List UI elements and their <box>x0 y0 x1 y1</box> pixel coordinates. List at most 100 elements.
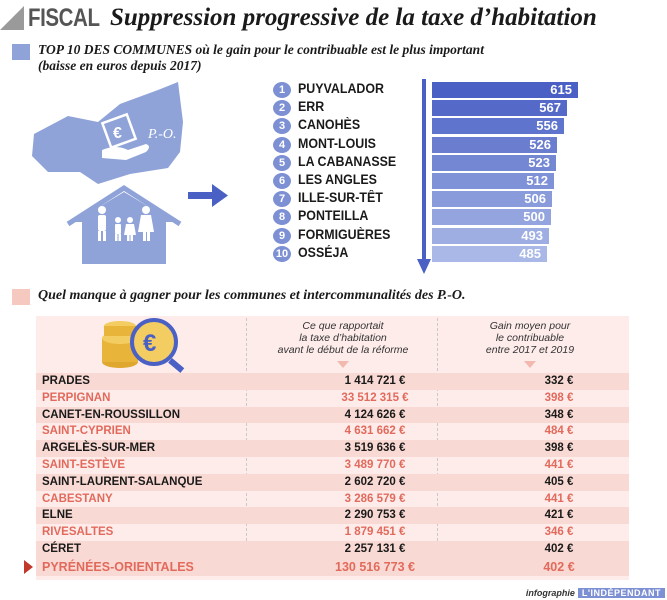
row-tax: 4 631 662 € <box>344 425 406 438</box>
chart-category-label: MONT-LOUIS <box>298 135 376 151</box>
col2-header-line2: le contribuable <box>495 332 565 344</box>
col2-header: Gain moyen pour le contribuable entre 20… <box>450 320 610 356</box>
row-name: SAINT-CYPRIEN <box>42 425 131 438</box>
rank-badge: 1 <box>273 82 291 98</box>
row-tax: 4 124 626 € <box>344 408 406 421</box>
row-tax: 33 512 315 € <box>341 391 409 404</box>
table-row: CANET-EN-ROUSSILLON 4 124 626 € 348 € <box>36 406 629 424</box>
chart-category-label: PONTEILLA <box>298 208 369 224</box>
row-tax: 3 519 636 € <box>344 442 406 455</box>
row-tax: 2 257 131 € <box>344 543 406 555</box>
chart-bar <box>432 209 551 226</box>
row-gain: 405 € <box>544 475 574 488</box>
total-marker-icon <box>24 560 33 574</box>
chart-bar <box>432 82 578 98</box>
svg-text:€: € <box>143 330 156 357</box>
row-tax: 3 286 579 € <box>344 492 406 505</box>
total-tax: 130 516 773 € <box>335 560 415 574</box>
section2-marker <box>12 289 30 305</box>
chart-data-label: 567 <box>539 100 561 116</box>
chart-category-label: LES ANGLES <box>298 172 377 187</box>
row-tax: 3 489 770 € <box>344 459 406 471</box>
total-name: PYRÉNÉES-ORIENTALES <box>42 560 194 574</box>
row-name: RIVESALTES <box>42 526 114 539</box>
table-row: CABESTANY 3 286 579 € 441 € <box>36 491 629 508</box>
table-total-row: PYRÉNÉES-ORIENTALES 130 516 773 € 402 € <box>36 558 629 576</box>
svg-text:€: € <box>113 125 122 142</box>
col2-header-line3: entre 2017 et 2019 <box>485 344 575 356</box>
row-name: ARGELÈS-SUR-MER <box>42 442 156 455</box>
page-title: Suppression progressive de la taxe d’hab… <box>110 4 597 31</box>
table-row: ARGELÈS-SUR-MER 3 519 636 € 398 € <box>36 440 629 457</box>
brand-logo: L'INDÉPENDANT <box>577 588 665 598</box>
map-label: P.-O. <box>147 127 177 142</box>
row-tax: 1 879 451 € <box>344 526 406 539</box>
row-gain: 348 € <box>544 408 574 421</box>
chart-data-label: 615 <box>550 82 572 97</box>
table-row: PRADES 1 414 721 € 332 € <box>36 373 629 390</box>
col1-header-line3: avant le début de la réforme <box>277 344 409 356</box>
row-gain: 402 € <box>544 543 574 555</box>
row-gain: 441 € <box>544 492 574 505</box>
row-gain: 332 € <box>544 375 574 387</box>
row-name: ELNE <box>42 509 73 522</box>
map-shape <box>32 82 183 184</box>
chart-bar <box>432 245 547 262</box>
col1-header: Ce que rapportait la taxe d’habitation a… <box>248 320 438 356</box>
row-tax: 1 414 721 € <box>344 375 406 387</box>
header: FISCAL Suppression progressive de la tax… <box>0 4 667 32</box>
rank-badge: 5 <box>273 154 291 171</box>
col1-header-line2: la taxe d’habitation <box>299 332 387 344</box>
section1-subtitle: (baisse en euros depuis 2017) <box>38 58 202 73</box>
chart-bar <box>432 173 554 189</box>
down-arrow-icon <box>417 259 431 274</box>
chart-bar <box>432 154 556 171</box>
chart-data-label: 526 <box>529 136 551 152</box>
chart-category-label: CANOHÈS <box>298 117 361 133</box>
row-gain: 484 € <box>544 425 574 438</box>
chart-data-label: 485 <box>519 245 541 261</box>
chart-bar <box>432 227 549 244</box>
row-name: PERPIGNAN <box>42 391 111 404</box>
coins-euro-icon: € <box>102 318 185 373</box>
col1-header-line1: Ce que rapportait <box>302 320 384 332</box>
table-row: SAINT-CYPRIEN 4 631 662 € 484 € <box>36 423 629 440</box>
rank-badge: 9 <box>273 227 291 244</box>
table-row: SAINT-LAURENT-SALANQUE 2 602 720 € 405 € <box>36 473 629 491</box>
rank-badge: 10 <box>273 245 291 262</box>
chart-data-label: 523 <box>528 154 550 170</box>
row-name: SAINT-LAURENT-SALANQUE <box>42 475 203 488</box>
total-gain: 402 € <box>543 560 575 574</box>
chart-data-label: 506 <box>524 191 546 207</box>
footer-credit: infographie L'INDÉPENDANT <box>526 588 665 598</box>
row-name: CANET-EN-ROUSSILLON <box>42 408 180 421</box>
row-gain: 346 € <box>544 526 574 539</box>
row-name: CABESTANY <box>42 492 113 505</box>
rank-badge: 8 <box>273 209 291 226</box>
chart-category-label: LA CABANASSE <box>298 153 397 169</box>
chart-bar <box>432 100 567 117</box>
table-row: ELNE 2 290 753 € 421 € <box>36 507 629 525</box>
rank-badge: 7 <box>273 191 291 208</box>
table-row: SAINT-ESTÈVE 3 489 770 € 441 € <box>36 457 629 474</box>
chart-bar <box>432 118 564 135</box>
row-tax: 2 290 753 € <box>344 509 406 522</box>
header-triangle <box>0 6 24 30</box>
section1-title: TOP 10 DES COMMUNES où le gain pour le c… <box>38 42 484 57</box>
chart-data-label: 500 <box>523 209 545 225</box>
axis-line <box>422 79 426 261</box>
row-gain: 421 € <box>544 509 574 522</box>
rank-badge: 2 <box>273 100 291 117</box>
footer-label: infographie <box>525 588 575 598</box>
row-gain: 398 € <box>544 391 574 404</box>
table-row: CÉRET 2 257 131 € 402 € <box>36 541 629 558</box>
chart-data-label: 556 <box>536 118 558 134</box>
chart-category-label: ERR <box>298 99 325 115</box>
chart-category-label: PUYVALADOR <box>298 81 385 96</box>
row-name: CÉRET <box>42 543 81 555</box>
chart-category-label: FORMIGUÈRES <box>298 226 391 242</box>
chart-bar <box>432 136 557 153</box>
row-name: SAINT-ESTÈVE <box>42 459 126 471</box>
chart-bar <box>432 191 552 208</box>
illustration: € P.-O. <box>32 82 228 264</box>
